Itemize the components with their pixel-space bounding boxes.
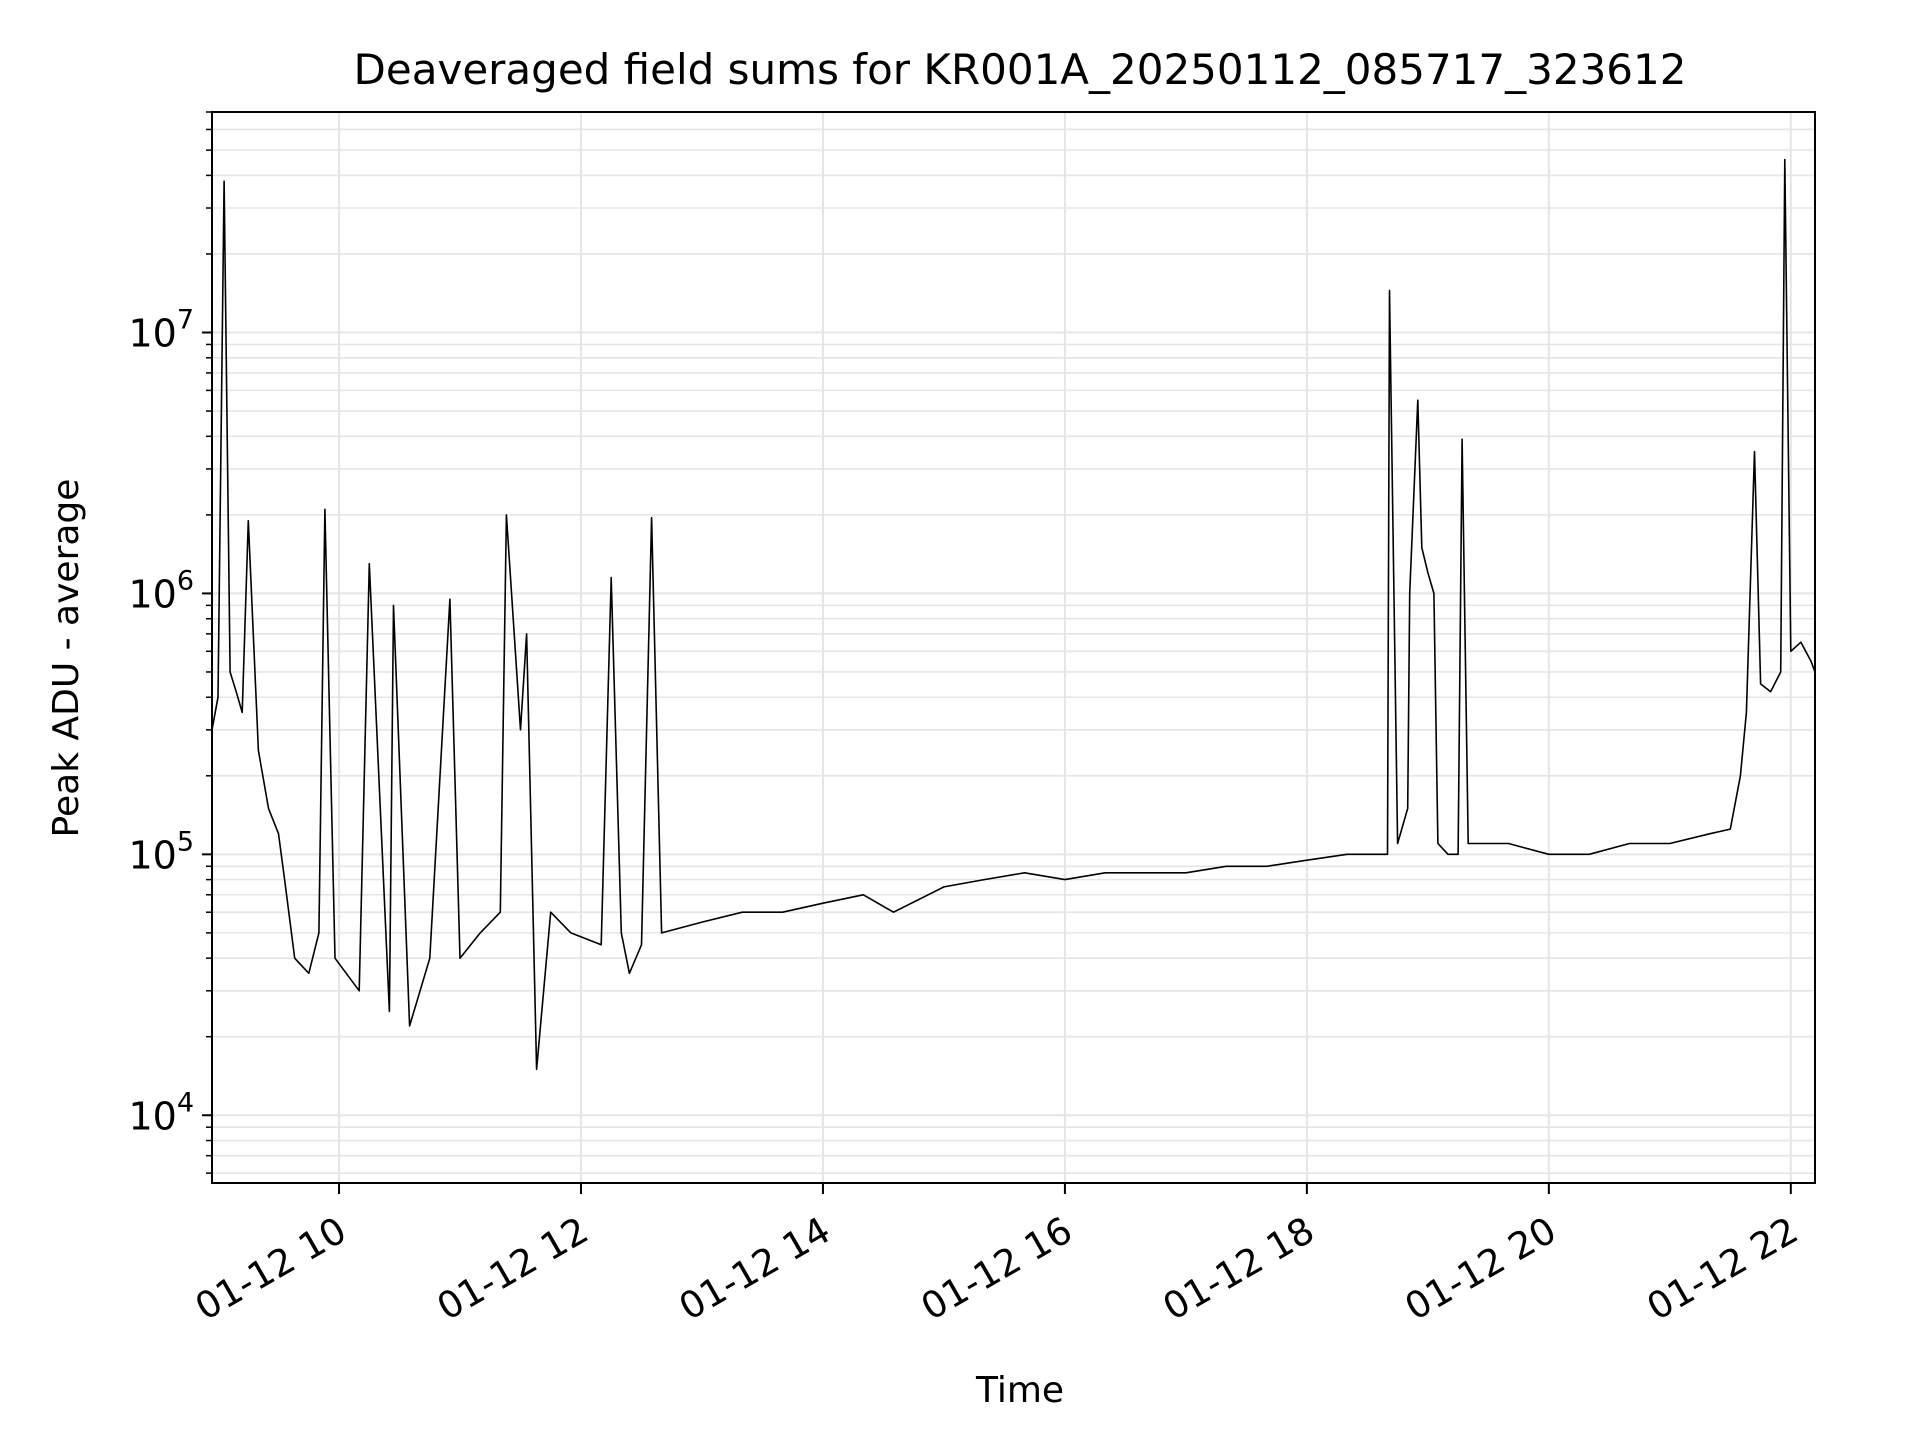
chart-title: Deaveraged field sums for KR001A_2025011… — [354, 45, 1687, 94]
y-tick-label-exponent: 4 — [177, 1087, 194, 1118]
y-tick-label-base: 10 — [128, 312, 176, 356]
y-axis-label: Peak ADU - average — [46, 479, 87, 838]
data-layer — [211, 158, 1816, 1071]
axes — [211, 111, 1816, 1184]
y-tick-label-exponent: 5 — [177, 826, 194, 857]
series-line — [211, 158, 1816, 1071]
y-tick-label: 107 — [128, 305, 194, 356]
y-tick-label-base: 10 — [128, 833, 176, 877]
y-tick-label-base: 10 — [128, 1094, 176, 1138]
x-axis-label: Time — [975, 1370, 1064, 1411]
y-tick-label: 104 — [128, 1087, 194, 1138]
y-tick-label: 105 — [128, 826, 194, 877]
plot-frame — [211, 111, 1816, 1184]
y-tick-label-exponent: 7 — [177, 305, 194, 336]
y-tick-label-exponent: 6 — [177, 565, 194, 596]
y-tick-label-base: 10 — [128, 572, 176, 616]
y-tick-label: 106 — [128, 565, 194, 616]
